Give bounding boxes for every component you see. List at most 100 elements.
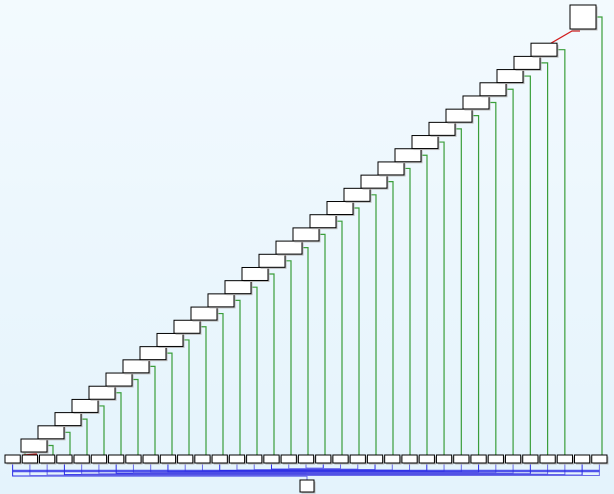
stair-node	[105, 372, 133, 387]
stair-node	[88, 385, 116, 400]
green-edge	[523, 75, 531, 455]
stair-node	[54, 412, 82, 427]
leaf-node	[332, 454, 349, 464]
stair-node	[428, 121, 456, 136]
green-edge	[455, 128, 462, 455]
stair-node	[479, 82, 507, 97]
leaf-node	[487, 454, 504, 464]
leaf-node	[453, 454, 470, 464]
stair-node	[530, 42, 558, 57]
leaf-node	[297, 454, 315, 464]
leaf-node	[401, 454, 418, 464]
green-edge	[98, 405, 105, 455]
leaf-node	[177, 454, 194, 464]
sink-node	[299, 479, 315, 493]
green-edge	[319, 233, 326, 455]
leaf-node	[556, 454, 573, 464]
stair-node	[207, 293, 235, 308]
leaf-node	[349, 454, 366, 464]
green-edge	[387, 181, 394, 455]
leaf-node	[142, 454, 159, 464]
stair-node	[241, 266, 269, 281]
stair-node	[224, 280, 252, 295]
leaf-node	[159, 454, 177, 464]
leaf-node	[211, 454, 228, 464]
green-edge	[506, 88, 514, 455]
leaf-node	[504, 454, 522, 464]
stair-node	[258, 253, 286, 268]
green-edge	[251, 286, 258, 455]
green-edge	[302, 246, 309, 455]
stair-node	[275, 240, 303, 255]
green-edge	[217, 312, 224, 455]
green-edges	[24, 16, 603, 455]
leaf-node	[366, 454, 384, 464]
green-edge	[234, 299, 241, 455]
leaf-node	[591, 454, 608, 464]
leaf-node	[573, 454, 591, 464]
green-edge	[285, 260, 292, 455]
stair-node	[377, 161, 405, 176]
leaf-node	[315, 454, 332, 464]
green-edge	[166, 352, 173, 455]
green-edge	[132, 378, 139, 455]
leaf-node	[56, 454, 73, 464]
stair-node	[411, 135, 439, 150]
green-edge	[540, 62, 549, 455]
stair-node	[309, 214, 337, 229]
green-edge	[404, 167, 411, 455]
blue-edge	[306, 463, 600, 480]
leaf-node	[418, 454, 435, 464]
stair-node	[462, 95, 490, 110]
leaf-node	[470, 454, 487, 464]
nodes	[4, 4, 609, 494]
stair-node	[445, 108, 473, 123]
green-edge	[336, 220, 343, 455]
stair-node	[37, 425, 65, 440]
leaf-node	[21, 454, 39, 464]
stair-connector	[550, 30, 580, 44]
green-edge	[268, 273, 275, 455]
leaf-node	[90, 454, 108, 464]
green-edge	[81, 418, 88, 455]
green-edge	[353, 207, 360, 455]
leaf-node	[228, 454, 246, 464]
leaf-node	[263, 454, 280, 464]
green-edge	[64, 431, 71, 455]
stair-node	[20, 438, 48, 453]
stair-node	[71, 398, 99, 413]
leaf-node	[194, 454, 211, 464]
leaf-node	[108, 454, 125, 464]
green-edge	[47, 444, 54, 455]
stair-node	[190, 306, 218, 321]
stair-node	[360, 174, 388, 189]
green-edge	[183, 339, 190, 455]
stair-node	[343, 187, 371, 202]
leaf-node	[73, 454, 90, 464]
leaf-node	[384, 454, 401, 464]
blue-edges	[12, 463, 600, 480]
root-node	[569, 4, 597, 30]
green-edge	[557, 49, 566, 455]
green-edge	[596, 16, 603, 455]
leaf-node	[4, 454, 21, 464]
leaf-node	[539, 454, 556, 464]
stair-node	[156, 332, 184, 347]
green-edge	[200, 326, 207, 455]
stair-node	[496, 69, 524, 84]
leaf-node	[246, 454, 263, 464]
leaf-node	[435, 454, 453, 464]
stair-node	[513, 55, 541, 70]
stair-node	[394, 148, 422, 163]
stair-node	[139, 346, 167, 361]
stair-node	[122, 359, 150, 374]
leaf-node	[522, 454, 539, 464]
stair-node	[292, 227, 320, 242]
green-edge	[149, 365, 156, 455]
stair-node	[173, 319, 201, 334]
stair-node	[326, 201, 354, 216]
leaf-node	[280, 454, 297, 464]
green-edge	[489, 101, 497, 455]
green-edge	[421, 154, 428, 455]
